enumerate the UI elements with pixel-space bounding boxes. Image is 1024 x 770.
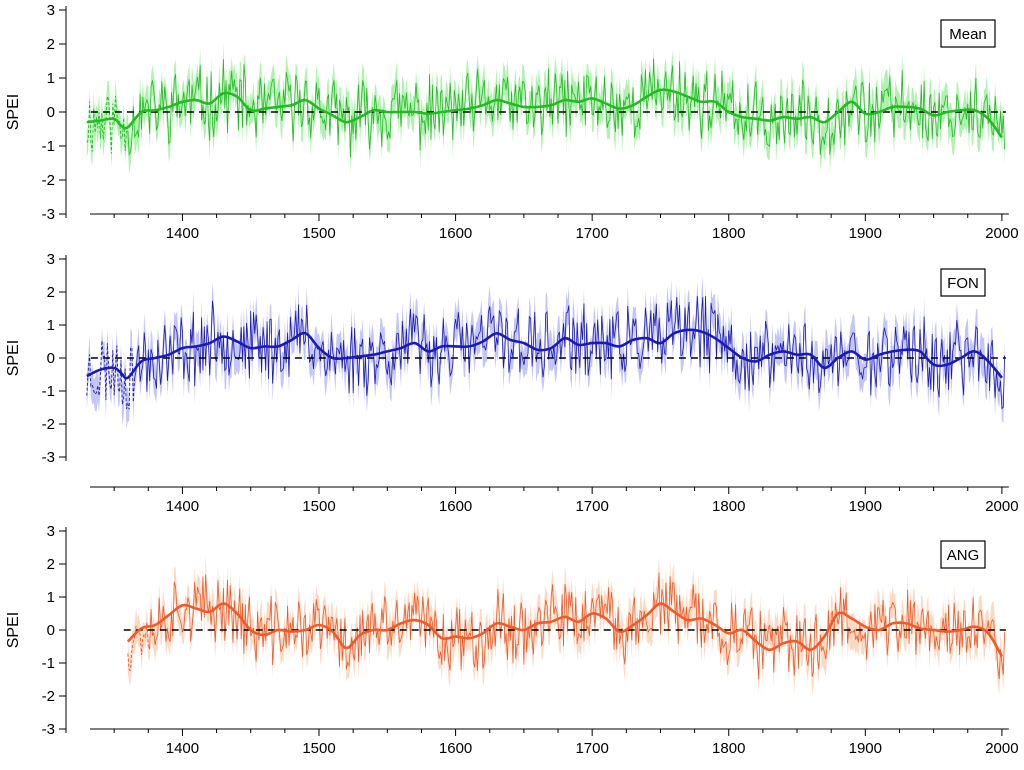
y-tick-label: -2 bbox=[42, 416, 55, 433]
series-label: ANG bbox=[947, 547, 980, 564]
y-tick-label: 3 bbox=[47, 2, 55, 19]
x-tick-label: 1900 bbox=[849, 225, 882, 242]
uncertainty-band bbox=[86, 43, 1005, 175]
x-tick-label: 1600 bbox=[439, 498, 472, 515]
annual-series-dashed bbox=[86, 95, 129, 154]
y-tick-label: -2 bbox=[42, 688, 55, 705]
series-label-box bbox=[940, 19, 996, 48]
x-tick-label: 1400 bbox=[166, 740, 199, 757]
x-tick-label: 1500 bbox=[302, 225, 335, 242]
smoothed-series-line bbox=[86, 88, 1003, 139]
y-tick-label: 1 bbox=[47, 589, 55, 606]
y-tick-label: 2 bbox=[47, 284, 55, 301]
x-tick-label: 1500 bbox=[302, 740, 335, 757]
y-tick-label: 2 bbox=[47, 36, 55, 53]
series-label-box bbox=[940, 540, 986, 569]
y-axis-label: SPEI bbox=[5, 612, 22, 648]
x-tick-label: 1700 bbox=[575, 740, 608, 757]
y-tick-label: 2 bbox=[47, 556, 55, 573]
x-tick-label: 1400 bbox=[166, 498, 199, 515]
annual-series-dashed bbox=[86, 340, 136, 410]
chart-panel-mean: -3 -2 -1 0 1 2 3 SPEI 1400 1500 1600 1700 1800 1900 20… bbox=[5, 2, 1019, 242]
uncertainty-band bbox=[86, 276, 1005, 429]
y-tick-label: 1 bbox=[47, 70, 55, 87]
x-tick-label: 2000 bbox=[985, 740, 1018, 757]
y-tick-label: 3 bbox=[47, 523, 55, 540]
y-tick-label: -1 bbox=[42, 138, 55, 155]
series-label-box bbox=[940, 268, 986, 297]
smoothed-series-line bbox=[126, 602, 1004, 658]
x-tick-label: 1400 bbox=[166, 225, 199, 242]
y-tick-label: 1 bbox=[47, 317, 55, 334]
y-tick-label: 0 bbox=[47, 350, 55, 367]
annual-series-line bbox=[127, 58, 1005, 158]
y-tick-label: 3 bbox=[47, 251, 55, 268]
series-label: FON bbox=[947, 275, 979, 292]
y-tick-label: -3 bbox=[42, 206, 55, 223]
x-tick-label: 1700 bbox=[575, 225, 608, 242]
series-label: Mean bbox=[949, 26, 987, 43]
y-tick-label: -3 bbox=[42, 721, 55, 738]
y-tick-label: -3 bbox=[42, 449, 55, 466]
x-tick-label: 2000 bbox=[985, 498, 1018, 515]
x-tick-label: 1800 bbox=[712, 225, 745, 242]
uncertainty-band bbox=[127, 555, 1005, 696]
chart-panel-fon: -3 -2 -1 0 1 2 3 SPEI 1400 1500 1600 1700 1800 1900 20… bbox=[5, 251, 1019, 515]
x-tick-label: 1600 bbox=[439, 740, 472, 757]
y-tick-label: -1 bbox=[42, 383, 55, 400]
y-tick-label: 0 bbox=[47, 104, 55, 121]
y-tick-label: -1 bbox=[42, 655, 55, 672]
x-tick-label: 1800 bbox=[712, 740, 745, 757]
x-tick-label: 1900 bbox=[849, 498, 882, 515]
x-tick-label: 1500 bbox=[302, 498, 335, 515]
y-tick-label: -2 bbox=[42, 172, 55, 189]
x-tick-label: 1600 bbox=[439, 225, 472, 242]
annual-series-line bbox=[134, 296, 1005, 410]
y-tick-label: 0 bbox=[47, 622, 55, 639]
chart-panel-ang: -3 -2 -1 0 1 2 3 SPEI 1400 1500 1600 1700 1800 1900 20… bbox=[5, 523, 1019, 757]
x-tick-label: 1700 bbox=[575, 498, 608, 515]
x-tick-label: 2000 bbox=[985, 225, 1018, 242]
y-axis-label: SPEI bbox=[5, 94, 22, 130]
x-tick-label: 1900 bbox=[849, 740, 882, 757]
y-axis-label: SPEI bbox=[5, 340, 22, 376]
smoothed-series-line bbox=[86, 328, 1003, 380]
x-tick-label: 1800 bbox=[712, 498, 745, 515]
